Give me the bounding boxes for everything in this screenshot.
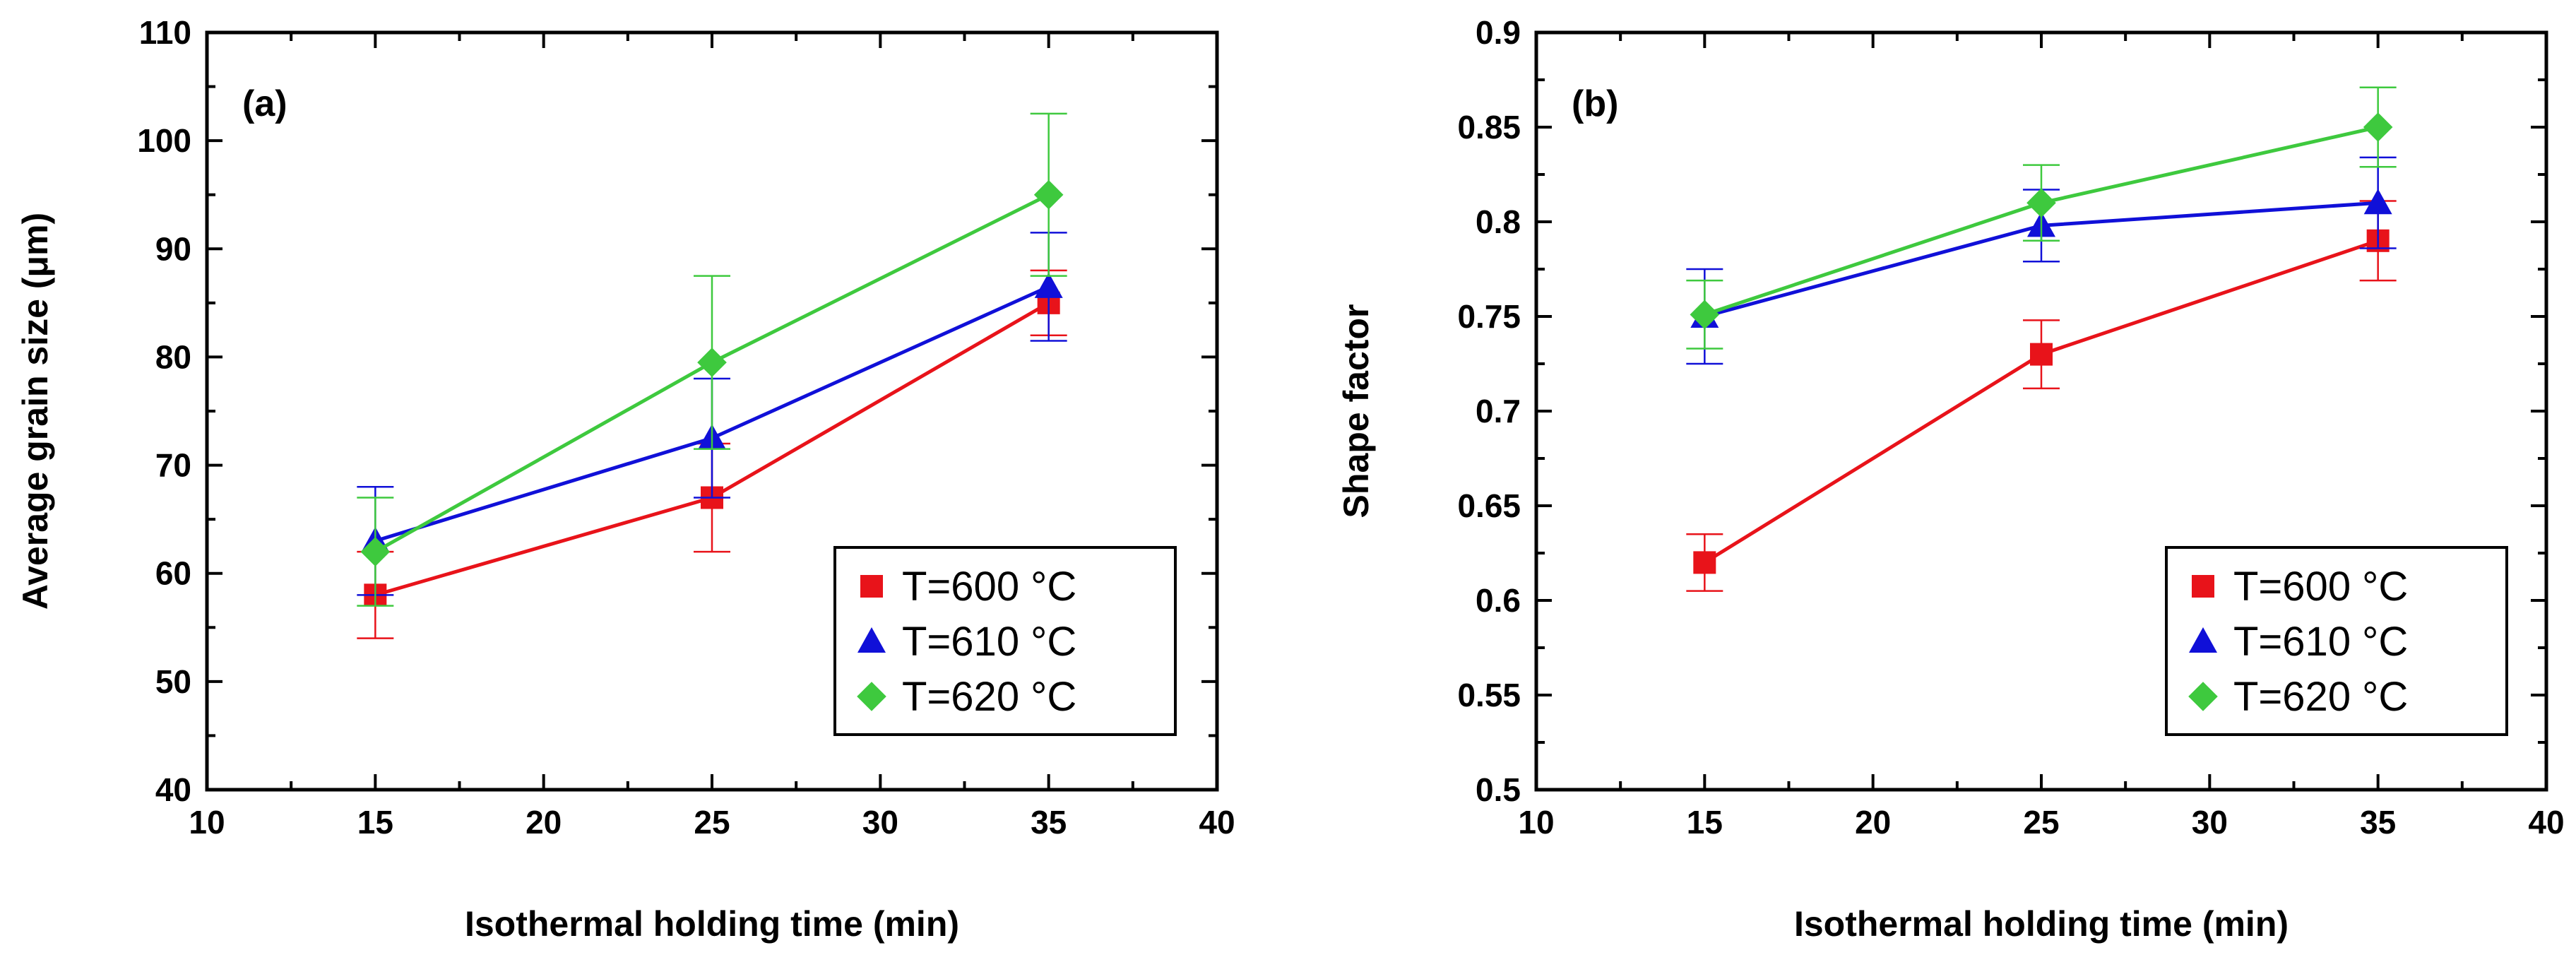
x-axis-label: Isothermal holding time (min) <box>465 904 959 944</box>
legend-box <box>2165 546 2508 736</box>
data-point <box>2026 188 2056 218</box>
y-tick-label: 0.7 <box>1476 393 1521 429</box>
legend-box <box>833 546 1177 736</box>
data-point <box>1693 551 1716 574</box>
series-620 <box>357 112 1067 607</box>
legend-entry: T=610 °C <box>902 619 1076 665</box>
data-point <box>2030 343 2053 366</box>
chart-panel-a: 10 15 20 25 30 35 40 40 50 60 70 80 90 100 110 Isotherm… <box>16 14 1235 944</box>
data-point <box>1033 179 1064 210</box>
x-tick-label: 30 <box>862 804 898 841</box>
x-tick-label: 25 <box>694 804 730 841</box>
data-point <box>2363 189 2392 215</box>
y-tick-label: 0.55 <box>1457 677 1521 713</box>
x-axis-label: Isothermal holding time (min) <box>1794 904 2289 944</box>
legend-entry: T=600 °C <box>902 564 1076 610</box>
data-point <box>2363 112 2393 142</box>
y-tick-label: 0.85 <box>1457 109 1521 146</box>
legend-marker <box>860 575 883 598</box>
y-tick-label: 90 <box>155 230 191 267</box>
legend-entry: T=600 °C <box>2233 564 2408 610</box>
data-point <box>697 348 727 377</box>
x-tick-label: 40 <box>1199 804 1235 841</box>
legend: T=600 °C T=610 °C T=620 °C <box>833 546 1177 736</box>
data-point <box>360 537 391 566</box>
legend-entry: T=620 °C <box>2233 674 2408 720</box>
chart-panel-b: 10 15 20 25 30 35 40 0.5 0.55 0.6 0.65 0.7 0.75 0.8 0.… <box>1336 14 2565 944</box>
legend: T=600 °C T=610 °C T=620 °C <box>2165 546 2508 736</box>
x-tick-label: 35 <box>1031 804 1067 841</box>
legend-marker <box>2189 627 2217 653</box>
x-tick-label: 20 <box>526 804 562 841</box>
y-tick-label: 80 <box>155 338 191 375</box>
series-620 <box>1686 86 2397 350</box>
y-tick-label: 0.5 <box>1476 771 1521 808</box>
panel-label: (b) <box>1572 83 1618 124</box>
y-tick-label: 0.9 <box>1476 14 1521 51</box>
y-tick-label: 60 <box>155 555 191 592</box>
x-tick-label: 40 <box>2528 804 2564 841</box>
legend-marker <box>857 682 886 711</box>
legend-marker <box>2188 682 2218 711</box>
data-point <box>1034 272 1063 298</box>
legend-entry: T=620 °C <box>902 674 1076 720</box>
x-tick-label: 10 <box>189 804 225 841</box>
y-tick-label: 70 <box>155 447 191 484</box>
x-tick-label: 25 <box>2023 804 2059 841</box>
y-tick-label: 0.6 <box>1476 582 1521 619</box>
x-tick-label: 20 <box>1855 804 1891 841</box>
x-tick-label: 30 <box>2192 804 2228 841</box>
y-axis-label: Average grain size (μm) <box>16 213 55 610</box>
data-point <box>1690 299 1720 330</box>
panel-label: (a) <box>242 83 287 124</box>
x-tick-label: 15 <box>357 804 393 841</box>
legend-marker <box>857 627 886 653</box>
y-tick-label: 0.65 <box>1457 487 1521 524</box>
y-tick-label: 40 <box>155 771 191 808</box>
legend-entry: T=610 °C <box>2233 619 2408 665</box>
x-tick-label: 15 <box>1687 804 1723 841</box>
y-tick-label: 50 <box>155 663 191 700</box>
y-tick-label: 110 <box>139 14 191 51</box>
y-axis-label: Shape factor <box>1336 304 1376 518</box>
x-tick-label: 35 <box>2360 804 2396 841</box>
legend-marker <box>2192 575 2214 598</box>
y-tick-label: 0.8 <box>1476 203 1521 240</box>
x-tick-label: 10 <box>1518 804 1554 841</box>
y-tick-label: 0.75 <box>1457 298 1521 335</box>
y-tick-label: 100 <box>137 122 191 159</box>
